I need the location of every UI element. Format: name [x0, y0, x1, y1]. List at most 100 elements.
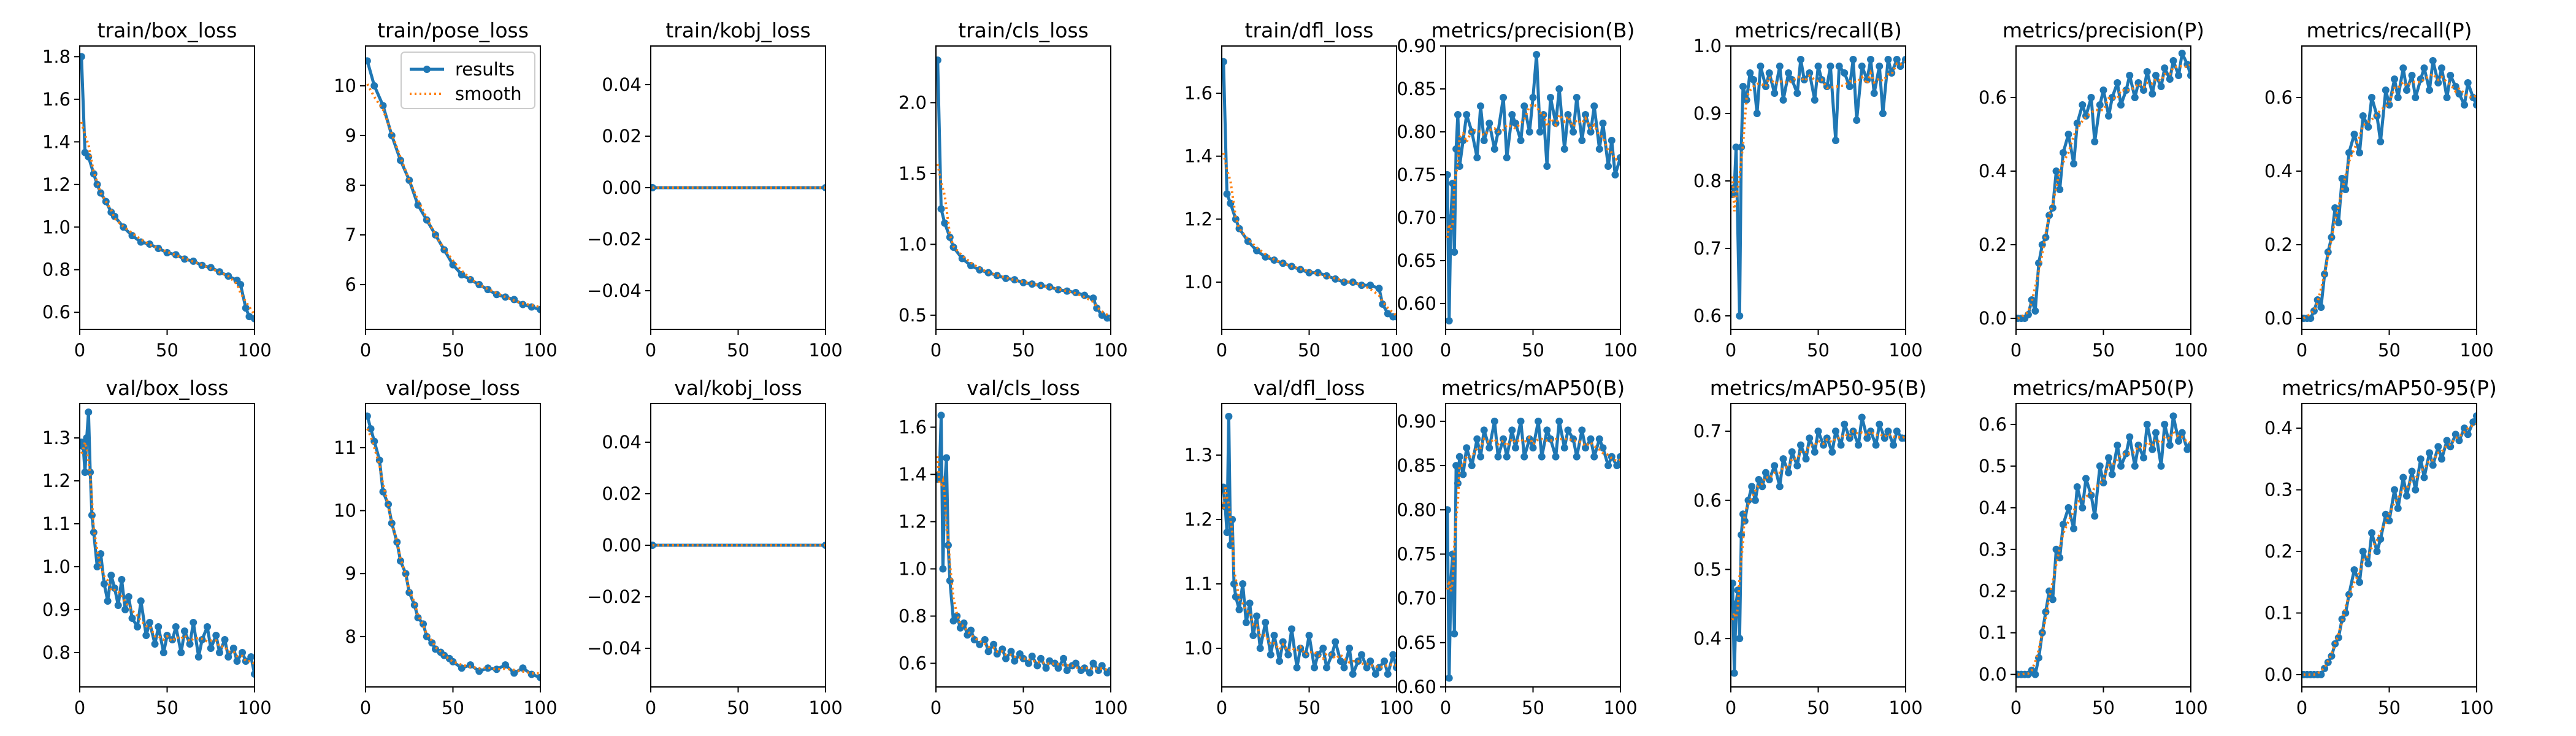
results-point [2152, 72, 2160, 79]
results-point [822, 542, 826, 549]
results-point [111, 585, 118, 592]
results-point [2175, 72, 2183, 79]
subplot-title: train/kobj_loss [665, 18, 810, 42]
y-tick-label: 0.6 [1979, 87, 2007, 108]
results-point [204, 623, 212, 631]
x-tick-label: 100 [2459, 340, 2493, 361]
x-tick-label: 50 [1522, 697, 1544, 718]
y-tick-label: 0.3 [2264, 480, 2293, 500]
y-tick-label: −0.04 [587, 638, 642, 659]
results-point [1230, 580, 1238, 588]
results-point [146, 240, 153, 248]
x-tick-label: 100 [2459, 697, 2493, 718]
results-point [999, 645, 1006, 653]
results-point [941, 219, 949, 227]
y-tick-label: 1.2 [42, 470, 71, 491]
results-point [146, 619, 153, 626]
results-point [475, 281, 483, 289]
results-point [2434, 443, 2442, 451]
results-point [2317, 304, 2325, 311]
y-tick-label: 0.6 [1693, 305, 1722, 326]
results-point [1107, 667, 1111, 675]
results-point [1490, 145, 1498, 153]
x-tick-label: 100 [808, 340, 842, 361]
results-point [2049, 596, 2057, 604]
results-line [1222, 415, 1397, 676]
results-point [1736, 312, 1744, 320]
subplot-title: val/pose_loss [386, 376, 520, 400]
x-tick-label: 50 [156, 340, 178, 361]
results-point [2359, 112, 2367, 120]
results-point [967, 262, 975, 270]
y-tick-label: 0.1 [2264, 602, 2293, 623]
results-point [1371, 670, 1379, 678]
y-tick-label: 1.2 [1184, 509, 1213, 530]
results-point [1608, 137, 1616, 144]
y-tick-label: 0.70 [1397, 588, 1436, 609]
results-point [2122, 86, 2130, 94]
results-point [2096, 101, 2104, 109]
results-point [233, 657, 241, 665]
y-tick-label: 0.80 [1397, 499, 1436, 520]
results-point [1543, 163, 1551, 170]
subplot-title: train/cls_loss [958, 18, 1089, 42]
y-tick-label: 0.65 [1397, 632, 1436, 653]
results-point [242, 657, 250, 665]
axes-frame [79, 45, 255, 330]
results-point [1732, 144, 1740, 151]
results-point [212, 632, 220, 639]
y-tick-label: 1.6 [1184, 83, 1213, 104]
results-point [1500, 94, 1508, 101]
axes-frame [79, 403, 255, 688]
results-point [1814, 427, 1822, 435]
results-point [1480, 426, 1488, 434]
results-point [1239, 580, 1247, 588]
subplot-train-cls-loss: train/cls_loss 0.5 1.0 1.5 2.0 0 50 100 [899, 18, 1128, 361]
results-point [2443, 437, 2451, 445]
results-point [1535, 417, 1543, 425]
results-point [981, 636, 989, 643]
results-point [114, 602, 122, 609]
results-point [1270, 632, 1278, 639]
subplot-train-dfl-loss: train/dfl_loss 1.0 1.2 1.4 1.6 0 50 100 [1184, 18, 1414, 361]
x-tick-label: 100 [237, 697, 271, 718]
results-point [2178, 50, 2186, 57]
results-point [1753, 110, 1761, 117]
results-point [2149, 445, 2156, 453]
subplot-grid: train/box_loss 0.6 0.8 1.0 1.2 1.4 1.6 1.8 0 50 10… [42, 18, 2497, 718]
results-point [1358, 651, 1365, 659]
results-point [1301, 651, 1309, 659]
results-point [239, 649, 247, 656]
results-point [207, 645, 215, 652]
results-point [2356, 149, 2364, 156]
results-point [2368, 529, 2375, 537]
results-point [1755, 475, 1763, 483]
results-point [366, 412, 371, 420]
results-point [2429, 461, 2437, 469]
axes-frame [1445, 403, 1621, 688]
results-point [2382, 510, 2390, 518]
y-tick-label: 1.1 [1184, 573, 1213, 594]
results-point [1033, 662, 1041, 670]
plot-area [1446, 417, 1620, 682]
y-tick-label: 0.90 [1397, 411, 1436, 432]
y-tick-label: 10 [334, 500, 356, 521]
results-point [221, 636, 229, 643]
results-point [388, 519, 396, 527]
results-point [2140, 454, 2148, 462]
y-tick-label: 1.0 [42, 556, 71, 577]
results-point [1806, 69, 1814, 77]
results-point [1025, 659, 1033, 667]
plot-area [1731, 413, 1906, 677]
results-point [2324, 248, 2332, 256]
results-point [414, 201, 422, 209]
plot-area [1446, 51, 1620, 324]
subplot-title: val/dfl_loss [1253, 376, 1365, 400]
x-tick-label: 50 [1012, 340, 1035, 361]
results-point [1884, 427, 1892, 435]
results-point [1107, 314, 1111, 322]
x-tick-label: 0 [2011, 340, 2022, 361]
x-tick-label: 50 [2092, 697, 2115, 718]
